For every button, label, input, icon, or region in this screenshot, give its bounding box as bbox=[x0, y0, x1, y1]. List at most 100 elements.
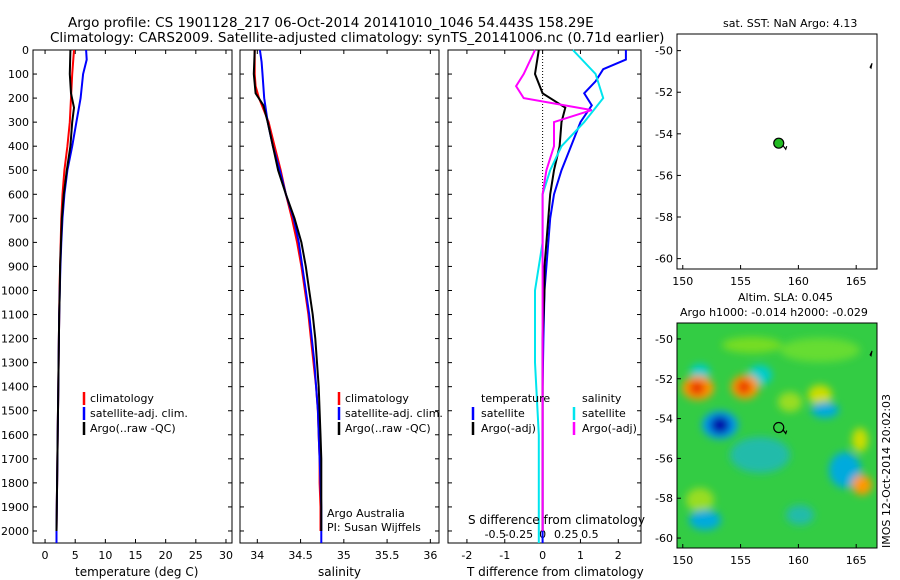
legend-t-argo-label: Argo(-adj) bbox=[481, 422, 536, 435]
depth-tick-label: 1300 bbox=[1, 357, 29, 370]
x-tick-label: 2 bbox=[615, 549, 622, 562]
series-line bbox=[514, 49, 593, 531]
series-line bbox=[55, 49, 76, 532]
legend-s-argo-label: Argo(-adj) bbox=[582, 422, 637, 435]
depth-tick-label: 1000 bbox=[1, 284, 29, 297]
map-x-tick-label: 165 bbox=[846, 554, 867, 567]
depth-tick-label: 1200 bbox=[1, 333, 29, 346]
salinity-axis-label: salinity bbox=[318, 565, 361, 579]
series-line bbox=[252, 49, 323, 531]
t-difference-axis-label: T difference from climatology bbox=[466, 565, 644, 579]
salinity-panel-frame bbox=[239, 49, 440, 544]
x-tick-label: 34 bbox=[250, 549, 264, 562]
temperature-axis-label: temperature (deg C) bbox=[75, 565, 198, 579]
float-position-marker bbox=[773, 421, 785, 434]
legend-satellite-label: satellite-adj. clim. bbox=[90, 407, 188, 420]
depth-tick-label: 2000 bbox=[1, 525, 29, 538]
s-diff-tick-label: 0.5 bbox=[581, 528, 599, 541]
temperature-legend: climatology satellite-adj. clim. Argo(..… bbox=[82, 392, 188, 435]
salinity-legend: climatology satellite-adj. clim. Argo(..… bbox=[337, 392, 443, 435]
x-tick-label: 30 bbox=[219, 549, 233, 562]
x-tick-label: 25 bbox=[189, 549, 203, 562]
x-tick-label: 20 bbox=[159, 549, 173, 562]
x-tick-label: 15 bbox=[129, 549, 143, 562]
legend-t-satellite-label: satellite bbox=[481, 407, 525, 420]
argo-australia-annotation: Argo Australia bbox=[327, 507, 405, 520]
float-track-mark bbox=[869, 63, 873, 70]
depth-tick-label: 600 bbox=[8, 188, 29, 201]
depth-tick-label: 900 bbox=[8, 260, 29, 273]
map-title: sat. SST: NaN Argo: 4.13 bbox=[723, 17, 857, 30]
depth-tick-label: 1600 bbox=[1, 429, 29, 442]
depth-tick-label: 400 bbox=[8, 140, 29, 153]
depth-tick-label: 500 bbox=[8, 164, 29, 177]
depth-tick-label: 1500 bbox=[1, 405, 29, 418]
s-diff-tick-label: 0.25 bbox=[554, 528, 579, 541]
map-x-tick-label: 150 bbox=[672, 554, 693, 567]
depth-tick-label: 700 bbox=[8, 212, 29, 225]
float-track-mark bbox=[869, 350, 873, 357]
temperature-panel-frame bbox=[32, 49, 233, 544]
figure-title-line1: Argo profile: CS 1901128_217 06-Oct-2014… bbox=[68, 15, 594, 31]
depth-tick-label: 200 bbox=[8, 92, 29, 105]
map-y-tick-label: -56 bbox=[655, 452, 673, 465]
legend-argo-label: Argo(..raw -QC) bbox=[90, 422, 176, 435]
x-tick-label: -2 bbox=[461, 549, 472, 562]
depth-tick-label: 1700 bbox=[1, 453, 29, 466]
map-y-tick-label: -58 bbox=[655, 492, 673, 505]
legend-temperature-title: temperature bbox=[481, 392, 550, 405]
x-tick-label: 35.5 bbox=[375, 549, 400, 562]
map-x-tick-label: 165 bbox=[846, 275, 867, 288]
s-difference-axis-label: S difference from climatology bbox=[468, 513, 645, 527]
legend-climatology-label: climatology bbox=[90, 392, 154, 405]
map-y-tick-label: -52 bbox=[655, 373, 673, 386]
legend-argo-label: Argo(..raw -QC) bbox=[345, 422, 431, 435]
figure-title-line2: Climatology: CARS2009. Satellite-adjuste… bbox=[50, 30, 664, 46]
depth-tick-label: 300 bbox=[8, 116, 29, 129]
map-y-tick-label: -60 bbox=[655, 532, 673, 545]
pi-annotation: PI: Susan Wijffels bbox=[327, 521, 421, 534]
depth-tick-label: 1400 bbox=[1, 381, 29, 394]
depth-tick-label: 1100 bbox=[1, 309, 29, 322]
map-x-tick-label: 150 bbox=[672, 275, 693, 288]
map-x-tick-label: 160 bbox=[788, 275, 809, 288]
map-y-tick-label: -60 bbox=[655, 253, 673, 266]
legend-satellite-label: satellite-adj. clim. bbox=[345, 407, 443, 420]
map-y-tick-label: -54 bbox=[655, 413, 673, 426]
map-x-tick-label: 155 bbox=[730, 275, 751, 288]
sla-title: Altim. SLA: 0.045 bbox=[738, 291, 833, 304]
x-tick-label: 5 bbox=[72, 549, 79, 562]
s-diff-tick-label: -0.5 bbox=[485, 528, 506, 541]
x-tick-label: 34.5 bbox=[288, 549, 313, 562]
depth-tick-label: 1800 bbox=[1, 477, 29, 490]
map-y-tick-label: -50 bbox=[655, 45, 673, 58]
x-tick-label: 10 bbox=[98, 549, 112, 562]
depth-tick-label: 800 bbox=[8, 236, 29, 249]
legend-s-satellite-label: satellite bbox=[582, 407, 626, 420]
legend-salinity-title: salinity bbox=[582, 392, 622, 405]
x-tick-label: 1 bbox=[577, 549, 584, 562]
map-x-tick-label: 160 bbox=[788, 554, 809, 567]
map-y-tick-label: -52 bbox=[655, 86, 673, 99]
legend-climatology-label: climatology bbox=[345, 392, 409, 405]
float-track-mark bbox=[782, 144, 788, 151]
sla-map-frame bbox=[676, 322, 878, 549]
sla-subtitle: Argo h1000: -0.014 h2000: -0.029 bbox=[680, 306, 868, 319]
map-y-tick-label: -58 bbox=[655, 211, 673, 224]
map-y-tick-label: -50 bbox=[655, 333, 673, 346]
location-map-frame bbox=[676, 33, 878, 270]
imos-timestamp: IMOS 12-Oct-2014 20:02:03 bbox=[880, 393, 893, 548]
x-tick-label: 0 bbox=[539, 549, 546, 562]
s-diff-tick-label: -0.25 bbox=[505, 528, 533, 541]
float-position-marker bbox=[773, 137, 785, 149]
depth-tick-label: 100 bbox=[8, 68, 29, 81]
map-y-tick-label: -54 bbox=[655, 128, 673, 141]
sla-heatmap bbox=[677, 323, 877, 548]
difference-legend: temperature satellite Argo(-adj) salinit… bbox=[471, 392, 637, 435]
x-tick-label: 0 bbox=[42, 549, 49, 562]
float-track-mark bbox=[782, 429, 788, 435]
x-tick-label: 36 bbox=[423, 549, 437, 562]
map-x-tick-label: 155 bbox=[730, 554, 751, 567]
x-tick-label: 35 bbox=[337, 549, 351, 562]
